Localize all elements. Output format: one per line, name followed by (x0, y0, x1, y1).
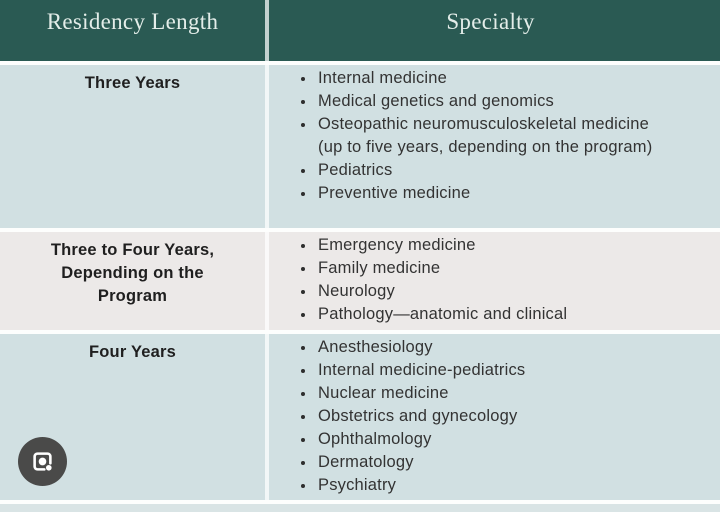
column-divider (265, 334, 269, 500)
specialty-item: Pathology—anatomic and clinical (301, 303, 712, 326)
column-divider (265, 232, 269, 330)
specialty-text: Medical genetics and genomics (318, 92, 555, 110)
specialty-text: Psychiatry (318, 476, 397, 494)
bullet-icon (301, 77, 305, 81)
specialty-item: Obstetrics and gynecology (301, 405, 712, 428)
specialty-item: Pediatrics (301, 159, 712, 182)
specialty-item: Nuclear medicine (301, 382, 712, 405)
specialty-text: Internal medicine-pediatrics (318, 361, 526, 379)
table-row: Four Years Anesthesiology Internal medici… (0, 334, 720, 500)
specialty-item: Ophthalmology (301, 428, 712, 451)
table-header-row: Residency Length Specialty (0, 0, 720, 61)
bullet-icon (301, 244, 305, 248)
specialty-cell: Internal medicine Medical genetics and ge… (269, 65, 720, 228)
table-body: Three Years Internal medicine Medical gen… (0, 65, 720, 500)
bullet-icon (301, 290, 305, 294)
specialty-item: Emergency medicine (301, 234, 712, 257)
specialty-list: Anesthesiology Internal medicine-pediatri… (269, 336, 712, 497)
specialty-item: Dermatology (301, 451, 712, 474)
specialty-text: Anesthesiology (318, 338, 433, 356)
residency-length-label: Three to Four Years, Depending on the Pr… (50, 241, 215, 305)
specialty-cell: Emergency medicine Family medicine Neurolo… (269, 232, 720, 330)
bullet-icon (301, 267, 305, 271)
specialty-text: Dermatology (318, 453, 414, 471)
specialty-text: Pathology—anatomic and clinical (318, 305, 568, 323)
bullet-icon (301, 123, 305, 127)
residency-length-label: Four Years (89, 343, 176, 361)
bullet-icon (301, 369, 305, 373)
google-lens-icon (29, 448, 56, 475)
bullet-icon (301, 346, 305, 350)
residency-length-cell: Three to Four Years, Depending on the Pr… (0, 232, 265, 330)
specialty-text: Osteopathic neuromusculoskeletal medicin… (318, 115, 653, 156)
residency-length-cell: Three Years (0, 65, 265, 228)
bullet-icon (301, 100, 305, 104)
residency-length-header-text: Residency Length (46, 9, 219, 34)
bullet-icon (301, 484, 305, 488)
bullet-icon (301, 192, 305, 196)
specialty-text: Obstetrics and gynecology (318, 407, 518, 425)
specialty-item: Family medicine (301, 257, 712, 280)
specialty-text: Internal medicine (318, 69, 448, 87)
bullet-icon (301, 438, 305, 442)
bullet-icon (301, 313, 305, 317)
bullet-icon (301, 392, 305, 396)
bullet-icon (301, 415, 305, 419)
bullet-icon (301, 461, 305, 465)
specialty-text: Nuclear medicine (318, 384, 449, 402)
column-divider (265, 0, 269, 61)
specialty-item: Internal medicine (301, 67, 712, 90)
column-divider (265, 65, 269, 228)
specialty-item: Neurology (301, 280, 712, 303)
bullet-icon (301, 169, 305, 173)
column-header-specialty: Specialty (269, 0, 720, 61)
specialty-header-text: Specialty (446, 9, 535, 34)
residency-length-label: Three Years (84, 74, 181, 92)
column-header-residency-length: Residency Length (0, 0, 265, 61)
specialty-item: Psychiatry (301, 474, 712, 497)
specialty-text: Neurology (318, 282, 396, 300)
specialty-item: Medical genetics and genomics (301, 90, 712, 113)
residency-length-cell: Four Years (0, 334, 265, 500)
specialty-text: Family medicine (318, 259, 441, 277)
specialty-text: Pediatrics (318, 161, 393, 179)
table-row: Three Years Internal medicine Medical gen… (0, 65, 720, 228)
specialty-list: Internal medicine Medical genetics and ge… (269, 67, 712, 205)
specialty-item: Preventive medicine (301, 182, 712, 205)
table-row: Three to Four Years, Depending on the Pr… (0, 232, 720, 330)
specialty-text: Preventive medicine (318, 184, 471, 202)
specialty-item: Anesthesiology (301, 336, 712, 359)
google-lens-button[interactable] (18, 437, 67, 486)
specialty-item: Internal medicine-pediatrics (301, 359, 712, 382)
specialty-text: Emergency medicine (318, 236, 476, 254)
specialty-cell: Anesthesiology Internal medicine-pediatri… (269, 334, 720, 500)
specialty-list: Emergency medicine Family medicine Neurolo… (269, 234, 712, 326)
bottom-strip (0, 504, 720, 512)
specialty-text: Ophthalmology (318, 430, 432, 448)
specialty-item: Osteopathic neuromusculoskeletal medicin… (301, 113, 712, 159)
